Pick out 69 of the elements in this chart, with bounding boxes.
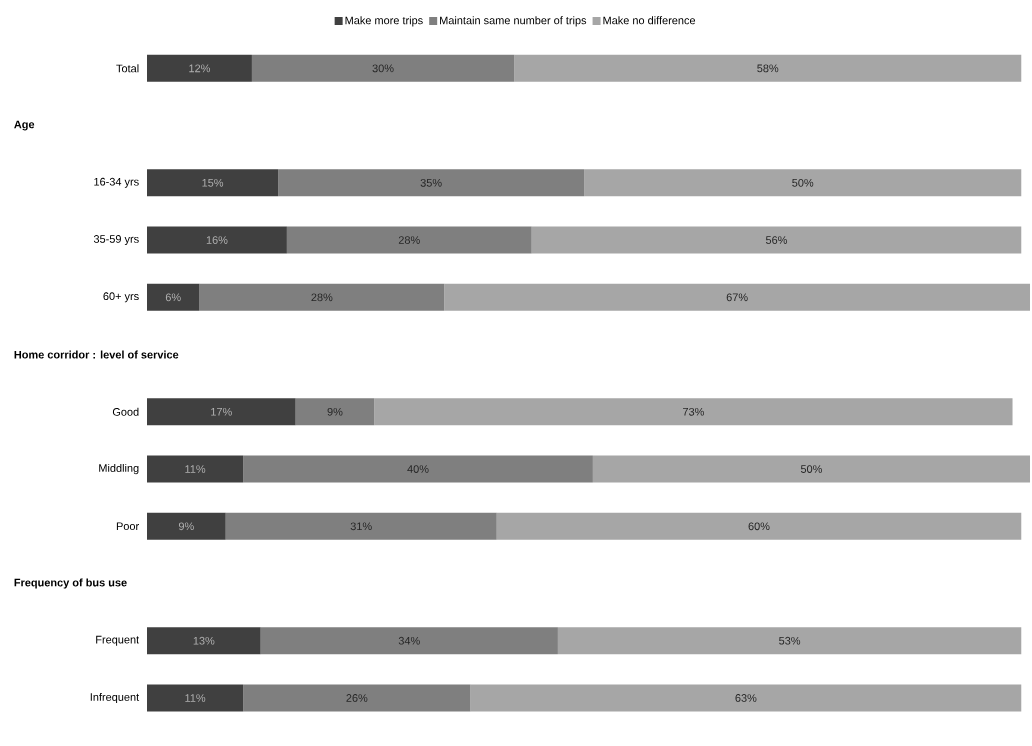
bar <box>147 283 200 311</box>
legend-label: Make no difference <box>603 16 696 25</box>
bar <box>374 398 1013 426</box>
annotation: Home corridor : level of service <box>14 350 179 359</box>
data-label: 56% <box>765 236 788 244</box>
bar <box>584 169 1022 197</box>
bar <box>531 226 1022 254</box>
bar <box>286 226 532 254</box>
data-label: 67% <box>726 293 748 302</box>
bar <box>496 512 1022 540</box>
text: Age <box>14 120 35 131</box>
bar <box>147 226 287 254</box>
y-tick-label: Total <box>116 64 139 73</box>
y-tick-label: 60+ yrs <box>103 292 139 303</box>
bar <box>147 54 252 82</box>
bar <box>278 169 585 197</box>
data-label: 50% <box>800 465 823 473</box>
data-label: 11% <box>185 694 206 702</box>
data-label: 60% <box>748 522 770 531</box>
y-tick-label: Infrequent <box>90 692 140 704</box>
bar <box>147 169 279 197</box>
bar <box>251 54 515 82</box>
data-label: 63% <box>735 694 757 702</box>
data-label: 9% <box>327 407 343 416</box>
bar <box>557 627 1022 655</box>
data-label: 35% <box>420 178 442 187</box>
bar <box>225 512 497 540</box>
data-label: 13% <box>193 636 215 645</box>
data-label: 28% <box>311 293 333 302</box>
bar <box>444 283 1031 311</box>
data-label: 58% <box>757 64 779 73</box>
bar <box>199 283 445 311</box>
data-label: 26% <box>346 694 368 702</box>
y-tick-label: Poor <box>116 522 139 531</box>
data-label: 73% <box>683 407 704 416</box>
bar <box>147 512 226 540</box>
y-tick-label: 16-34 yrs <box>94 177 139 188</box>
text: Frequency of bus use <box>14 578 127 589</box>
data-label: 9% <box>178 522 194 531</box>
data-label: 16% <box>206 236 228 244</box>
bar <box>147 455 244 483</box>
legend-label: Make more trips <box>345 16 423 27</box>
bar <box>147 684 244 712</box>
y-tick-label: Good <box>112 407 139 416</box>
data-label: 6% <box>165 293 181 302</box>
data-label: 28% <box>398 236 420 244</box>
bar <box>243 684 471 712</box>
bar <box>260 627 558 655</box>
bar <box>295 398 375 426</box>
bar <box>243 455 593 483</box>
data-label: 31% <box>350 522 372 531</box>
data-label: 12% <box>189 64 211 73</box>
bar <box>147 398 296 426</box>
data-label: 53% <box>779 636 801 645</box>
data-label: 30% <box>372 64 394 73</box>
legend-label: Maintain same number of trips <box>440 16 587 27</box>
data-label: 15% <box>202 178 224 187</box>
data-label: 17% <box>211 407 232 416</box>
bar <box>592 455 1031 483</box>
bar <box>470 684 1022 712</box>
bar <box>514 54 1022 82</box>
data-label: 50% <box>792 178 814 187</box>
data-label: 40% <box>407 465 429 473</box>
y-tick-label: Middling <box>99 463 139 475</box>
bar <box>147 627 261 655</box>
y-tick-label: Frequent <box>96 635 140 646</box>
data-label: 11% <box>185 465 206 473</box>
data-label: 34% <box>398 636 420 645</box>
y-tick-label: 35-59 yrs <box>93 235 139 246</box>
